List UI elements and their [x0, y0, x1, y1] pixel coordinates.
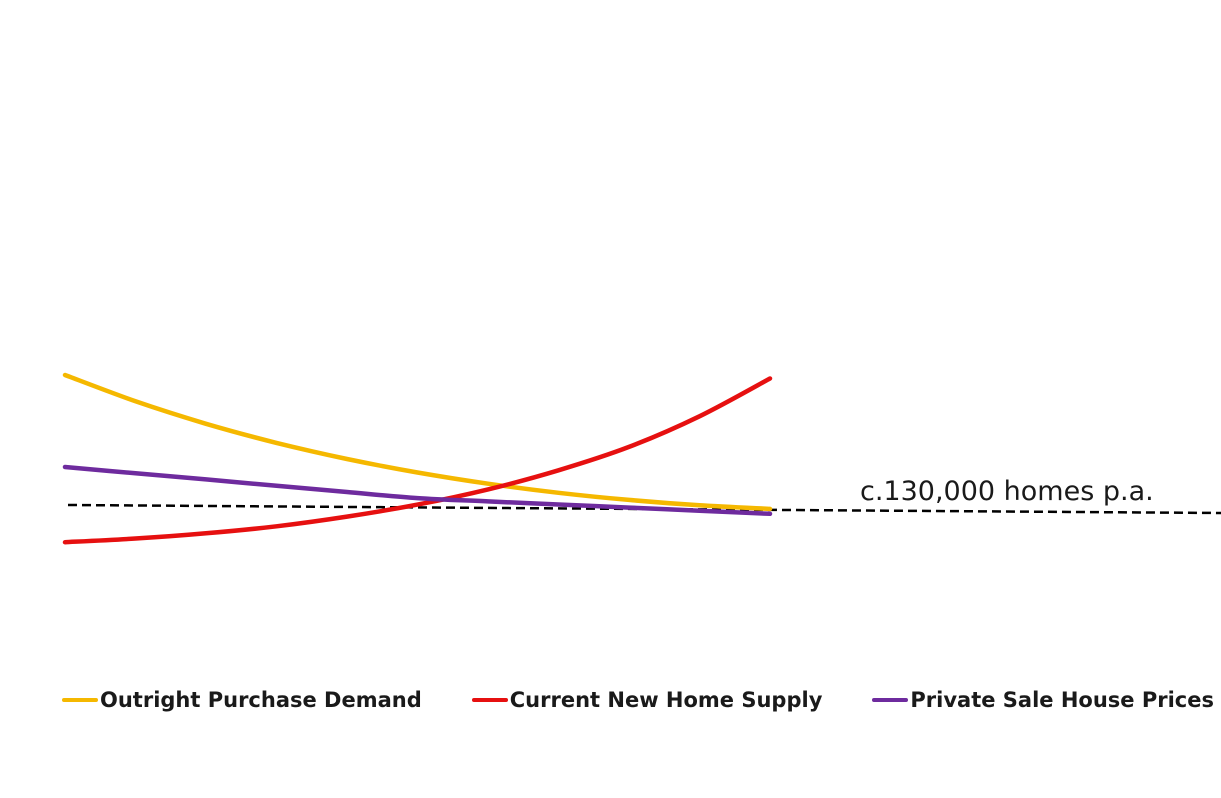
- legend-label-demand: Outright Purchase Demand: [100, 688, 422, 712]
- legend-swatch-supply: [471, 698, 508, 702]
- legend-item-supply: Current New Home Supply: [471, 688, 823, 712]
- legend-item-prices: Private Sale House Prices: [872, 688, 1214, 712]
- legend-swatch-demand: [62, 698, 98, 702]
- legend: Outright Purchase Demand Current New Hom…: [62, 686, 1214, 714]
- series-line-demand: [62, 372, 773, 512]
- series-line-supply: [62, 376, 773, 545]
- series-line-prices: [62, 464, 773, 517]
- legend-item-demand: Outright Purchase Demand: [62, 688, 422, 712]
- legend-label-prices: Private Sale House Prices: [910, 688, 1214, 712]
- legend-label-supply: Current New Home Supply: [509, 688, 823, 712]
- reference-line-label: c.130,000 homes p.a.: [860, 476, 1154, 507]
- legend-swatch-prices: [872, 698, 909, 702]
